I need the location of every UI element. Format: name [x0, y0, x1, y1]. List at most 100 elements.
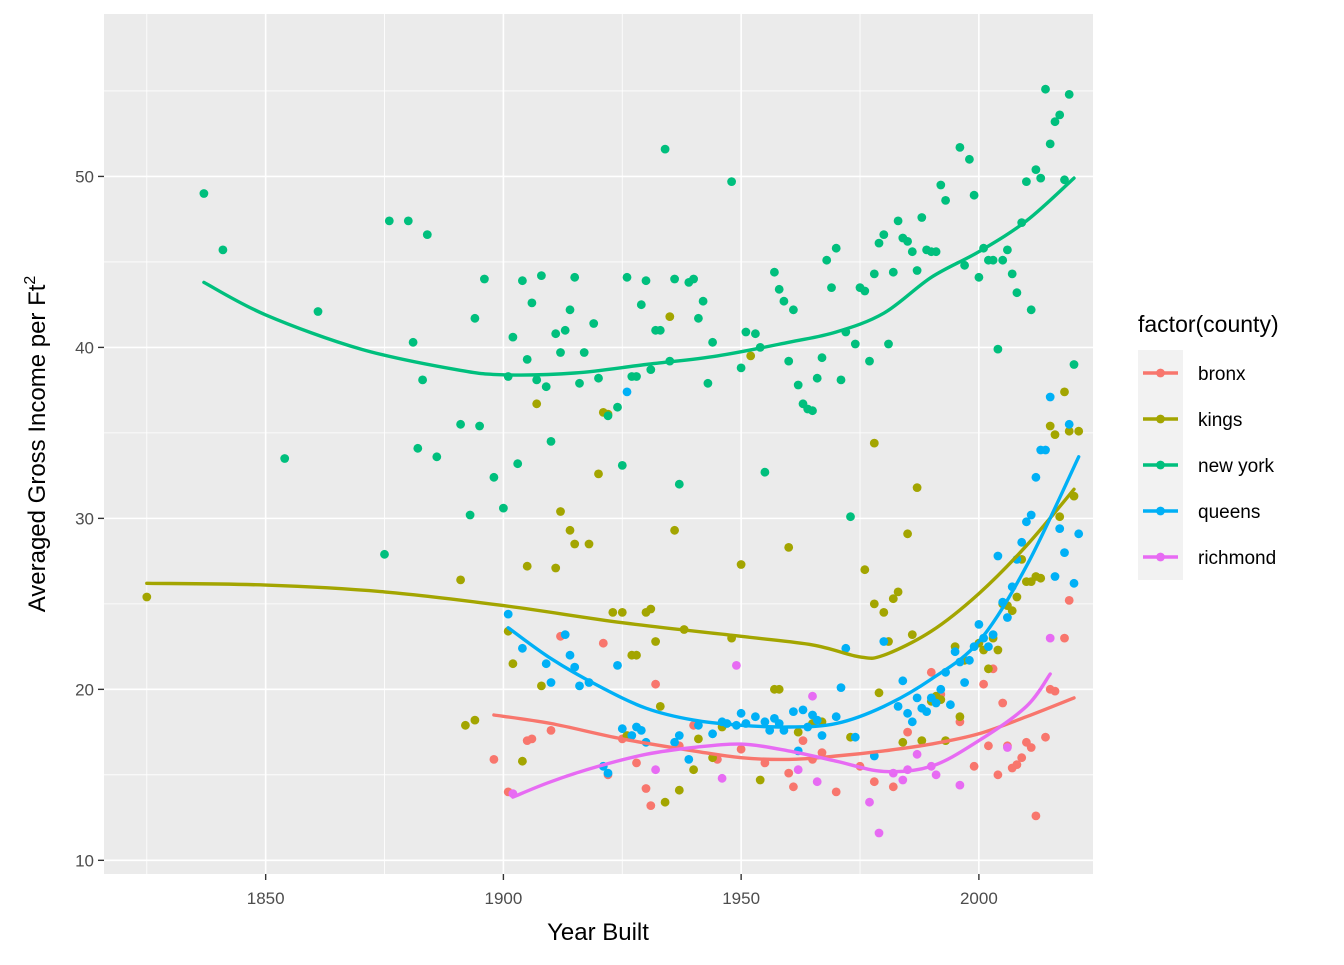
data-point-richmond — [651, 765, 660, 775]
data-point-kings — [646, 604, 656, 614]
data-point-bronx — [489, 755, 499, 764]
data-point-new-york — [993, 344, 1003, 354]
x-tick-label: 1900 — [484, 889, 522, 908]
data-point-new-york — [655, 325, 665, 335]
x-tick-label: 1950 — [722, 889, 760, 908]
data-point-new-york — [1045, 139, 1055, 149]
data-point-richmond — [874, 828, 884, 838]
data-point-kings — [670, 525, 679, 535]
data-point-new-york — [199, 189, 209, 198]
data-point-queens — [613, 661, 622, 670]
data-point-queens — [1050, 572, 1060, 581]
data-point-queens — [1045, 392, 1055, 402]
data-point-bronx — [1012, 760, 1022, 769]
data-point-queens — [907, 717, 917, 727]
data-point-new-york — [903, 237, 912, 246]
data-point-new-york — [694, 313, 703, 323]
data-point-new-york — [589, 319, 599, 328]
data-point-queens — [694, 720, 703, 730]
data-point-kings — [1012, 592, 1022, 602]
data-point-kings — [537, 681, 546, 691]
data-point-new-york — [408, 337, 418, 347]
data-point-queens — [636, 726, 646, 735]
data-point-queens — [575, 681, 584, 691]
data-point-new-york — [465, 510, 475, 520]
data-point-bronx — [1017, 753, 1027, 763]
data-point-kings — [874, 688, 884, 698]
data-point-new-york — [846, 512, 855, 522]
data-point-kings — [1060, 387, 1069, 397]
data-point-new-york — [698, 296, 708, 306]
data-point-new-york — [1026, 305, 1036, 315]
data-point-queens — [831, 712, 841, 722]
data-point-queens — [546, 678, 556, 687]
data-point-bronx — [1064, 596, 1074, 605]
data-point-queens — [751, 712, 760, 722]
data-point-new-york — [641, 276, 651, 286]
data-point-richmond — [955, 780, 965, 790]
data-point-new-york — [632, 372, 641, 381]
data-point-bronx — [1026, 743, 1036, 752]
data-point-queens — [1069, 578, 1079, 588]
data-point-kings — [508, 659, 518, 669]
data-point-bronx — [979, 679, 988, 689]
data-point-bronx — [1050, 686, 1060, 696]
data-point-kings — [142, 592, 152, 602]
data-point-new-york — [736, 363, 746, 373]
data-marks — [142, 84, 1084, 838]
data-point-queens — [760, 717, 770, 727]
axes: 1850 1900 1950 2000 10 20 30 40 50 — [75, 167, 998, 908]
data-point-richmond — [793, 765, 803, 775]
data-point-kings — [689, 765, 698, 775]
smooth-line-kings — [145, 487, 1076, 660]
data-point-kings — [594, 469, 603, 479]
data-point-new-york — [1007, 269, 1017, 279]
data-point-queens — [841, 643, 851, 653]
data-point-new-york — [1031, 165, 1041, 175]
data-point-new-york — [812, 373, 822, 383]
data-point-kings — [608, 608, 618, 617]
data-point-kings — [1055, 512, 1065, 522]
data-point-new-york — [1003, 245, 1012, 255]
data-point-kings — [755, 775, 765, 785]
data-point-new-york — [384, 216, 394, 226]
data-point-queens — [912, 693, 922, 703]
data-point-queens — [879, 637, 889, 646]
data-point-new-york — [660, 144, 670, 154]
data-point-queens — [1003, 613, 1012, 622]
data-point-new-york — [827, 283, 836, 292]
data-point-kings — [746, 351, 756, 361]
data-point-queens — [684, 755, 694, 764]
data-point-new-york — [751, 329, 760, 339]
data-point-kings — [556, 507, 565, 516]
data-point-new-york — [670, 274, 679, 284]
data-point-bronx — [969, 761, 979, 771]
data-point-new-york — [674, 479, 684, 489]
data-point-new-york — [570, 272, 580, 282]
data-point-new-york — [560, 325, 570, 335]
legend-label-new-york: new york — [1198, 456, 1275, 477]
data-point-new-york — [613, 402, 622, 412]
data-point-bronx — [646, 801, 656, 810]
data-point-kings — [660, 797, 670, 807]
data-point-queens — [541, 659, 551, 669]
data-point-richmond — [931, 770, 941, 780]
data-point-queens — [950, 647, 960, 657]
data-point-queens — [965, 655, 974, 665]
data-point-new-york — [779, 296, 789, 306]
x-tick-label: 2000 — [960, 889, 998, 908]
data-point-new-york — [475, 421, 484, 431]
data-point-queens — [850, 732, 860, 742]
data-point-queens — [922, 707, 931, 716]
data-point-queens — [993, 551, 1003, 561]
data-point-new-york — [546, 437, 556, 446]
data-point-new-york — [941, 196, 950, 205]
data-point-new-york — [499, 503, 508, 513]
y-axis-title-main: Averaged Gross Income per Ft — [24, 284, 51, 612]
data-point-new-york — [936, 180, 946, 190]
data-point-new-york — [1022, 177, 1031, 187]
data-point-richmond — [1045, 633, 1055, 643]
data-point-queens — [1055, 524, 1065, 533]
data-point-bronx — [1031, 811, 1041, 821]
data-point-new-york — [432, 452, 442, 462]
